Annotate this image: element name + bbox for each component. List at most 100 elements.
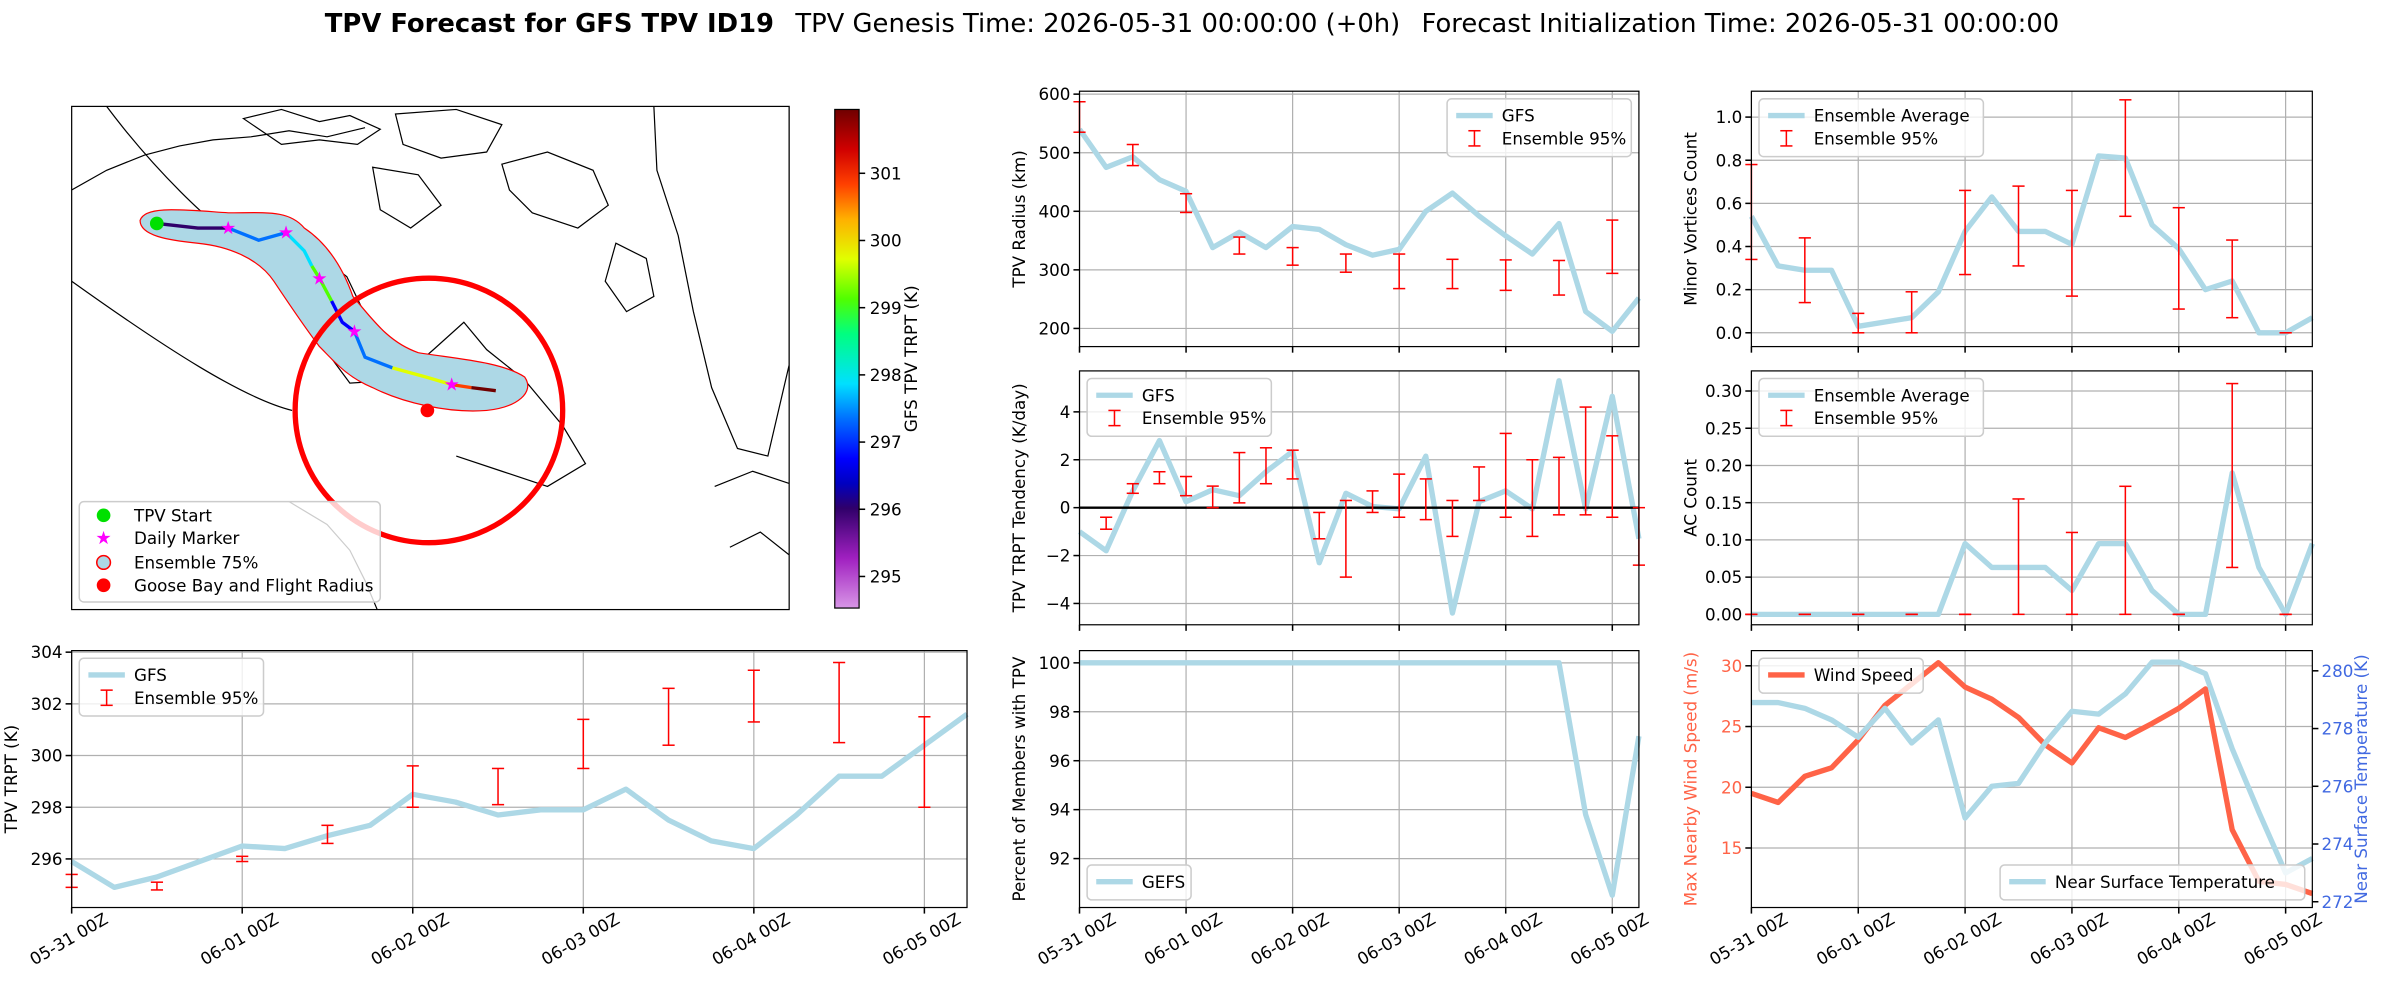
colorbar-label: GFS TPV TRPT (K) [901,285,921,432]
y-tick-label: 100 [1038,653,1070,673]
plot-frame [1750,90,2313,348]
y-tick-label: −4 [1046,594,1071,614]
x-tick-label: 06-04 00Z [1460,908,1545,969]
y-tick-label: 0.20 [1705,456,1742,476]
legend-label: Daily Marker [134,528,240,548]
y-tick-label: 92 [1049,849,1070,869]
ensemble-75-area [139,209,529,412]
panel: 05-31 00Z 06-01 00Z 06-02 00Z 06-03 00Z 06-0… [1681,650,2371,969]
colorbar-tick-label: 297 [870,432,902,452]
y-tick-label: 304 [31,642,63,662]
y2-axis-label: Near Surface Temperature (K) [2351,654,2371,903]
x-tick-label: 05-31 00Z [1706,908,1791,969]
legend: Near Surface Temperature [1999,864,2306,901]
y-tick-label: 296 [31,849,63,869]
y-tick-label: 15 [1721,838,1742,858]
svg-text:★: ★ [346,321,362,342]
y-axis-label: AC Count [1681,459,1701,537]
flight-radius [292,275,566,546]
colorbar-tick-label: 296 [870,499,902,519]
legend-box [78,500,382,603]
panel: 05-31 00Z 06-01 00Z 06-02 00Z 06-03 00Z 06-0… [1009,650,1652,969]
y-tick-label: 0.8 [1716,150,1743,170]
init-time: Forecast Initialization Time: 2026-05-31… [1422,9,2060,39]
x-tick-label: 06-03 00Z [2026,908,2111,969]
legend-symbol [96,508,111,523]
legend: GFS Ensemble 95% [78,657,265,717]
y-axis-label: TPV TRPT Tendency (K/day) [1009,383,1029,613]
y-tick-label: −2 [1046,546,1071,566]
legend-label: Near Surface Temperature [2055,872,2275,892]
x-tick-label: 06-04 00Z [708,908,793,969]
y-tick-label: 94 [1049,800,1070,820]
colorbar-tick-label: 301 [870,163,902,183]
x-tick-label: 06-05 00Z [1567,908,1652,969]
legend-symbol [96,578,111,593]
y-tick-label: 2 [1060,450,1071,470]
svg-text:★: ★ [220,218,236,239]
x-tick-label: 06-04 00Z [2133,908,2218,969]
series-line [1077,378,1642,616]
tpv-start [149,216,164,231]
legend: GEFS [1086,864,1192,901]
plot-frame [71,650,968,909]
y-axis-label: TPV TRPT (K) [1,725,21,835]
track [156,221,496,393]
y-tick-label: 25 [1721,717,1742,737]
map-frame [71,105,790,611]
y-tick-label: 200 [1038,319,1070,339]
colorbar-tick-label: 299 [870,298,902,318]
legend-label: Ensemble Average [1814,106,1970,126]
y-axis-label: Minor Vortices Count [1681,132,1701,306]
x-tick-label: 06-02 00Z [367,908,452,969]
y2-tick-label: 274 [2321,834,2353,854]
y-tick-label: 0.15 [1705,493,1742,513]
y-tick-label: 0.4 [1716,237,1743,257]
x-tick-label: 06-03 00Z [1354,908,1439,969]
legend-symbol [95,554,112,571]
legend-box [1758,657,1924,694]
legend-label: GEFS [1142,872,1185,892]
y-tick-label: 0.2 [1716,280,1743,300]
y-axis-label: Max Nearby Wind Speed (m/s) [1681,652,1701,906]
y-tick-label: 0 [1060,498,1071,518]
legend-label: Ensemble 95% [1814,408,1938,428]
y-tick-label: 500 [1038,143,1070,163]
legend-box [1758,98,1985,158]
y-tick-label: 4 [1060,402,1071,422]
y-tick-label: 96 [1049,751,1070,771]
y2-tick-label: 280 [2321,661,2353,681]
legend-label: Ensemble 95% [1142,408,1266,428]
y-tick-label: 300 [1038,260,1070,280]
svg-text:★: ★ [278,223,294,244]
series-line [1751,659,2314,876]
x-tick-label: 06-01 00Z [1141,908,1226,969]
legend-label: Ensemble 95% [134,688,258,708]
series-line [1077,127,1641,335]
legend-label: GFS [134,665,167,685]
y-tick-label: 0.00 [1705,604,1742,624]
panel: 0.00 0.05 0.10 0.15 0.20 0.25 0.30 AC Count Ense… [1681,370,2315,631]
y2-tick-label: 276 [2321,776,2353,796]
y-tick-label: 1.0 [1716,107,1743,127]
x-tick-label: 06-05 00Z [879,908,964,969]
colorbar-tick-label: 298 [870,365,902,385]
x-tick-label: 06-02 00Z [1920,908,2005,969]
y2-tick-label: 272 [2321,892,2353,912]
plot-frame [1078,650,1640,909]
series-line [1750,660,2314,897]
goose-bay [420,403,435,418]
legend-box [78,657,265,717]
legend-label: Wind Speed [1814,665,1914,685]
legend-box [1446,98,1633,158]
x-tick-label: 06-01 00Z [1813,908,1898,969]
y-tick-label: 0.6 [1716,193,1743,213]
colorbar-tick-label: 300 [870,231,902,251]
y-tick-label: 0.25 [1705,418,1742,438]
legend-label: Ensemble 75% [134,553,258,573]
legend-box [1999,864,2306,901]
plot-frame [1078,370,1640,626]
